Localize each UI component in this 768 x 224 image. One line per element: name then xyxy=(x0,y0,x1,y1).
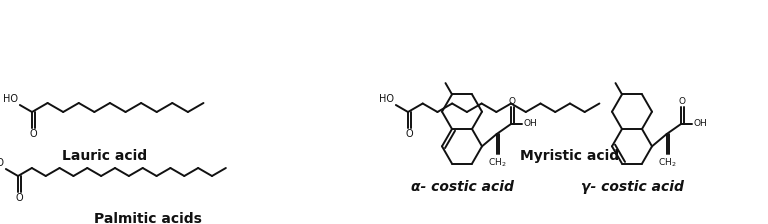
Text: γ- costic acid: γ- costic acid xyxy=(581,180,684,194)
Text: CH$_2$: CH$_2$ xyxy=(488,156,507,169)
Text: O: O xyxy=(15,193,23,203)
Text: Myristic acid: Myristic acid xyxy=(521,149,620,163)
Text: Lauric acid: Lauric acid xyxy=(62,149,147,163)
Text: OH: OH xyxy=(523,119,537,128)
Text: HO: HO xyxy=(0,158,4,168)
Text: OH: OH xyxy=(694,119,707,128)
Text: HO: HO xyxy=(379,94,394,104)
Text: O: O xyxy=(679,97,686,106)
Text: CH$_2$: CH$_2$ xyxy=(658,156,677,169)
Text: O: O xyxy=(29,129,37,139)
Text: α- costic acid: α- costic acid xyxy=(411,180,514,194)
Text: HO: HO xyxy=(3,94,18,104)
Text: Palmitic acids: Palmitic acids xyxy=(94,212,202,224)
Text: O: O xyxy=(406,129,413,139)
Text: O: O xyxy=(508,97,516,106)
